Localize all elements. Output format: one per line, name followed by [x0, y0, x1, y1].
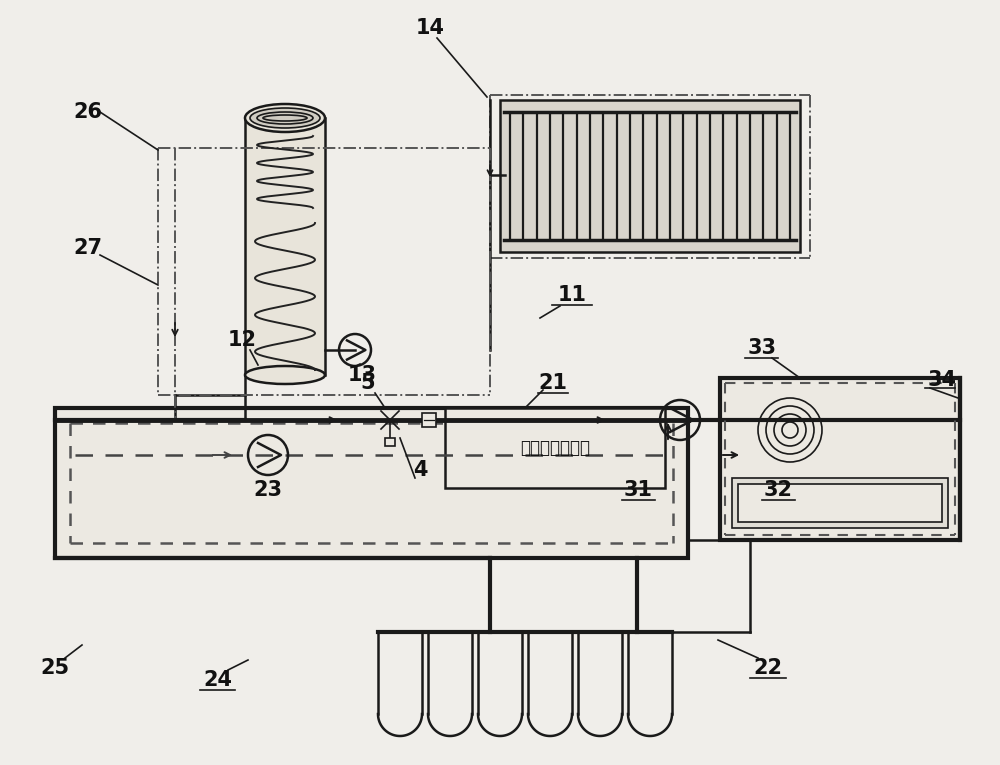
Text: 土壤源热泵主机: 土壤源热泵主机 [520, 439, 590, 457]
Bar [732, 478, 948, 528]
Text: 5: 5 [361, 373, 375, 393]
Text: 4: 4 [413, 460, 427, 480]
Bar [422, 413, 436, 427]
Text: 14: 14 [416, 18, 444, 38]
Text: 22: 22 [754, 658, 782, 678]
Text: 23: 23 [254, 480, 283, 500]
Text: 12: 12 [228, 330, 256, 350]
Bar [500, 100, 800, 252]
Bar [55, 408, 688, 558]
Bar [385, 438, 395, 446]
Text: 32: 32 [764, 480, 792, 500]
Ellipse shape [245, 366, 325, 384]
Ellipse shape [245, 104, 325, 132]
Text: 33: 33 [748, 338, 776, 358]
Bar [245, 118, 325, 375]
Text: 34: 34 [928, 370, 956, 390]
Text: 27: 27 [74, 238, 103, 258]
Text: 26: 26 [74, 102, 103, 122]
Text: 25: 25 [40, 658, 70, 678]
Bar [738, 484, 942, 522]
Text: 31: 31 [624, 480, 652, 500]
Ellipse shape [257, 112, 313, 124]
Text: 24: 24 [204, 670, 232, 690]
Bar [445, 408, 665, 488]
Ellipse shape [250, 108, 320, 128]
Text: 11: 11 [558, 285, 586, 305]
Text: 21: 21 [538, 373, 568, 393]
Text: 13: 13 [348, 365, 376, 385]
Bar [720, 378, 960, 540]
